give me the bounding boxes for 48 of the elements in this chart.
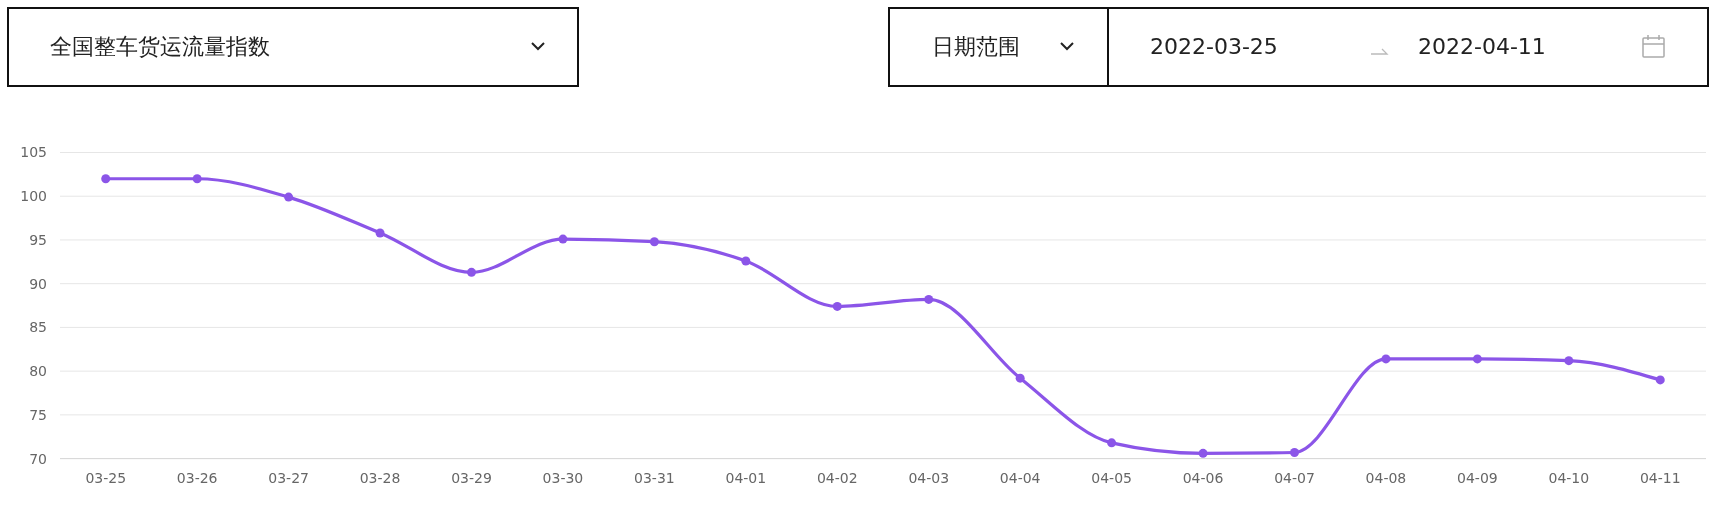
y-tick-label: 80 — [29, 363, 47, 380]
point — [1107, 438, 1117, 448]
x-tick-label: 04-03 — [908, 470, 950, 486]
point — [1198, 448, 1208, 458]
point — [649, 237, 659, 247]
point — [741, 256, 751, 266]
x-tick-label: 03-26 — [176, 470, 218, 486]
point — [1015, 373, 1025, 383]
point — [375, 228, 385, 238]
point — [101, 174, 111, 184]
text: 2022-04-11 — [1418, 34, 1546, 59]
point — [832, 301, 842, 311]
text: 日期范围 — [932, 34, 1020, 59]
point — [1655, 375, 1665, 385]
x-tick-label: 03-27 — [268, 470, 309, 486]
x-tick-label: 03-29 — [451, 470, 492, 486]
y-tick-label: 100 — [20, 188, 47, 205]
x-tick-label: 04-04 — [999, 470, 1041, 486]
y-tick-label: 85 — [29, 319, 47, 336]
x-tick-label: 03-25 — [85, 470, 127, 486]
y-tick-label: 75 — [29, 406, 47, 423]
y-tick-label: 70 — [29, 450, 47, 467]
x-tick-label: 03-28 — [359, 470, 401, 486]
point — [1381, 354, 1391, 364]
text: 2022-03-25 — [1150, 34, 1278, 59]
x-tick-label: 04-06 — [1182, 470, 1224, 486]
point — [1564, 356, 1574, 366]
y-tick-label: 105 — [20, 144, 47, 161]
x-tick-label: 03-31 — [634, 470, 675, 486]
point — [467, 267, 476, 277]
point — [284, 192, 294, 202]
point — [558, 234, 568, 244]
x-tick-label: 04-02 — [816, 470, 858, 486]
point — [924, 294, 934, 304]
point — [192, 174, 202, 184]
point — [1472, 354, 1482, 364]
y-tick-label: 90 — [29, 275, 47, 292]
x-tick-label: 04-08 — [1365, 470, 1407, 486]
x-tick-label: 04-01 — [725, 470, 767, 486]
x-tick-label: 04-09 — [1457, 470, 1498, 486]
x-tick-label: 04-07 — [1274, 470, 1315, 486]
x-tick-label: 04-05 — [1091, 470, 1132, 486]
x-tick-label: 04-11 — [1639, 470, 1681, 486]
x-tick-label: 04-10 — [1548, 470, 1590, 486]
point — [1290, 447, 1299, 457]
y-tick-label: 95 — [29, 231, 47, 248]
x-tick-label: 03-30 — [542, 470, 584, 486]
chart-title: 全国整车货运流量指数 — [50, 34, 270, 59]
